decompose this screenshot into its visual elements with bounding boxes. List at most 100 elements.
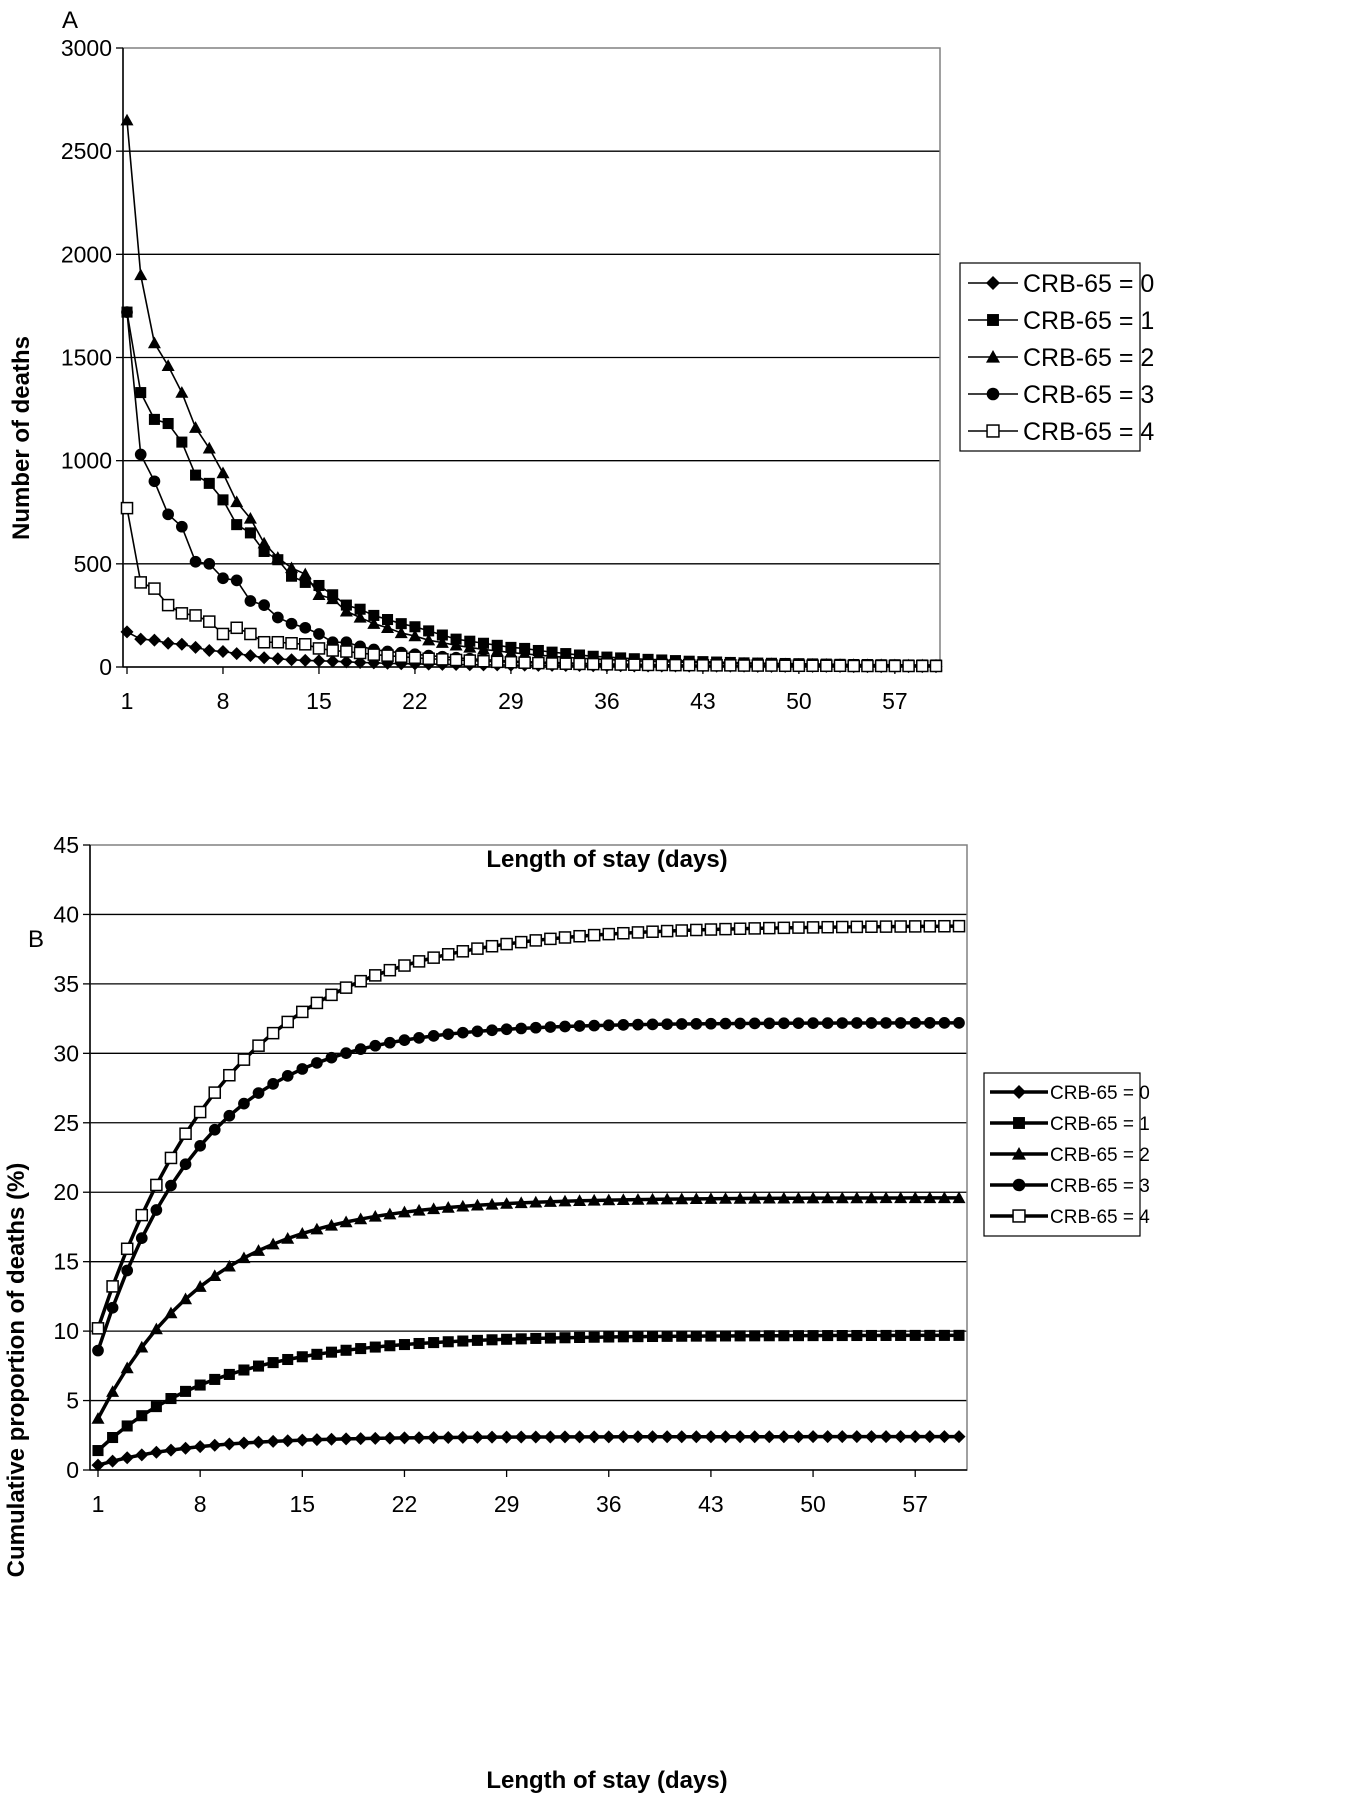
data-point [501,1333,513,1345]
data-point [354,1212,368,1225]
data-point [734,1017,746,1030]
data-point [457,1335,469,1347]
data-point [121,1264,134,1277]
data-point [179,1158,192,1171]
data-point [470,1198,484,1211]
data-point [588,1331,600,1343]
data-point [602,1430,616,1444]
data-point [514,1196,528,1209]
data-point [313,628,325,640]
data-point [271,652,285,666]
x-tick-label: 43 [690,688,716,714]
data-point [91,1412,105,1424]
data-point [91,1458,105,1472]
data-point [384,1036,396,1049]
data-point [923,920,937,933]
data-point [559,1020,571,1033]
data-point [529,1021,542,1034]
data-point [281,1232,295,1244]
data-point [208,1269,222,1282]
data-point [894,1191,908,1204]
data-point [121,306,133,318]
legend-item-crb-65-2: CRB-65 = 2 [990,1145,1150,1166]
data-point [299,576,311,588]
data-point [164,1443,178,1457]
data-point [909,1017,922,1029]
data-point [559,1332,571,1344]
data-point [189,421,203,433]
panel-b-series [91,919,966,1472]
data-point [456,1430,470,1444]
x-tick-label: 36 [596,1491,622,1517]
data-point [865,1017,878,1029]
data-point [646,925,659,938]
series-crb-65-0 [91,1430,966,1472]
data-point [500,1430,514,1444]
data-point [179,1441,193,1455]
data-point [162,418,174,430]
data-point [266,1026,280,1040]
data-point [436,629,448,641]
data-point [675,1430,689,1444]
data-point [286,570,298,582]
data-point [719,1430,733,1444]
data-point [908,1430,922,1444]
data-point [383,963,397,977]
data-point [923,1017,936,1029]
panel-b-x-axis-title: Length of stay (days) [486,1767,727,1794]
data-point [449,653,463,667]
data-point [923,1191,937,1204]
data-point [646,1192,660,1205]
data-point [149,1322,163,1335]
data-point [514,1430,528,1444]
data-point [398,1034,411,1046]
data-point [189,555,202,568]
data-point [395,618,407,630]
data-point [298,567,312,580]
data-point [532,656,545,670]
x-tick-label: 36 [594,688,620,714]
data-point [865,920,878,934]
legend-label: CRB-65 = 0 [1050,1083,1150,1104]
series-crb-65-4 [120,501,943,673]
data-point [835,920,849,934]
data-point [121,1420,133,1432]
data-point [456,1026,469,1039]
data-point [216,627,230,641]
data-point [311,1057,323,1069]
data-point [427,1030,440,1042]
data-point [271,611,284,624]
data-point [120,1451,134,1465]
data-point [751,659,765,672]
data-point [339,604,353,617]
data-point [777,1430,791,1444]
data-point [340,636,353,649]
data-point [354,1043,367,1056]
legend-item-crb-65-0: CRB-65 = 0 [968,270,1154,298]
data-point [778,1330,790,1342]
data-point [161,598,175,612]
data-point [238,1097,250,1110]
data-point [368,1209,382,1222]
data-point [676,1330,688,1342]
data-point [180,1385,192,1397]
data-point [558,931,572,944]
data-point [586,657,600,671]
y-tick-label: 0 [99,654,112,680]
data-point [485,1197,499,1210]
data-point [821,1191,835,1204]
legend-marker [986,350,1000,363]
data-point [719,1330,732,1342]
data-point [529,934,543,947]
data-point [310,1222,324,1235]
data-point [485,939,499,953]
x-tick-label: 50 [800,1491,826,1517]
data-point [748,1017,761,1030]
data-point [543,1430,557,1444]
data-point [894,1430,908,1444]
panel-a-y-axis-title: Number of deaths [8,336,35,540]
data-point [530,1332,542,1344]
data-point [394,626,408,639]
data-point [675,924,689,937]
data-point [821,1017,834,1029]
